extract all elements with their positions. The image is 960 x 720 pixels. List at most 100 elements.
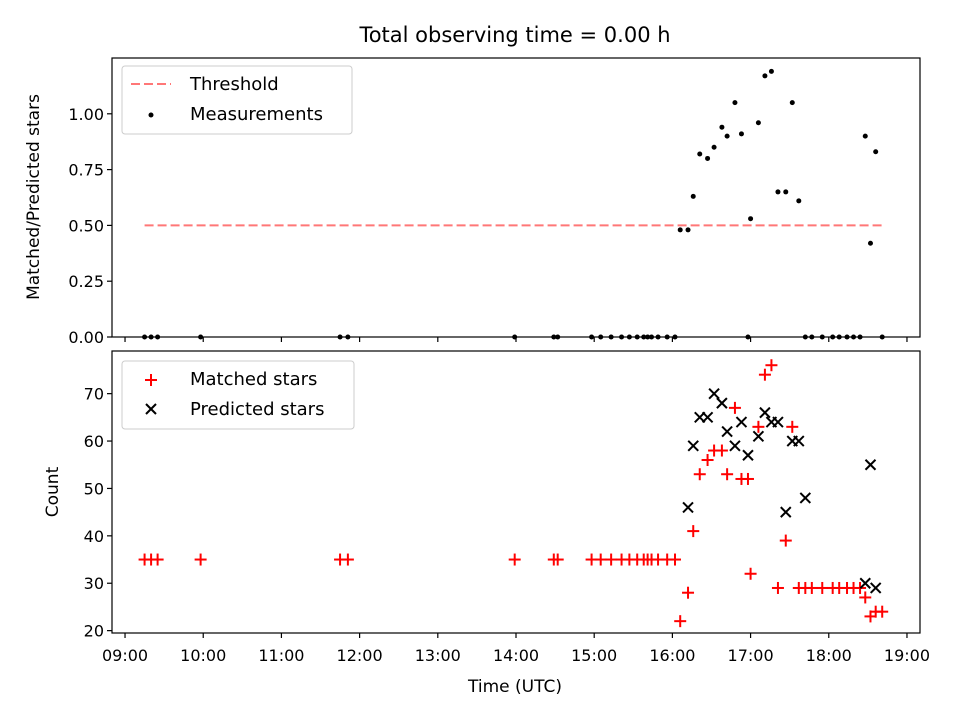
measurement-point bbox=[775, 189, 781, 195]
predicted-star-point bbox=[701, 411, 714, 424]
matched-star-point bbox=[682, 586, 695, 599]
measurement-point bbox=[705, 155, 711, 161]
y-tick-label: 60 bbox=[84, 432, 104, 451]
legend-measurements-label: Measurements bbox=[190, 104, 323, 125]
predicted-star-point bbox=[708, 387, 720, 400]
matched-star-point bbox=[765, 359, 778, 372]
legend-predicted-swatch bbox=[145, 403, 157, 415]
measurement-point bbox=[862, 133, 868, 139]
measurement-point bbox=[796, 198, 802, 204]
measurement-point bbox=[873, 149, 879, 155]
y-tick-label: 40 bbox=[84, 527, 104, 546]
measurement-point bbox=[677, 227, 683, 233]
measurement-point bbox=[711, 144, 717, 150]
top-y-axis-label: Matched/Predicted stars bbox=[24, 94, 44, 300]
predicted-star-point bbox=[687, 440, 699, 452]
matched-star-point bbox=[752, 420, 765, 433]
x-tick-label: 10:00 bbox=[180, 646, 226, 665]
y-tick-label: 30 bbox=[84, 574, 104, 593]
measurement-point bbox=[768, 68, 774, 74]
x-tick-label: 19:00 bbox=[884, 646, 930, 665]
y-tick-label: 70 bbox=[84, 385, 104, 404]
matched-star-point bbox=[151, 553, 164, 566]
matched-star-point bbox=[508, 553, 521, 566]
predicted-star-point bbox=[859, 577, 871, 589]
predicted-star-point bbox=[759, 406, 771, 419]
measurement-point bbox=[755, 120, 761, 126]
y-tick-label: 50 bbox=[84, 479, 104, 498]
matched-star-point bbox=[605, 553, 618, 566]
measurement-point bbox=[748, 216, 754, 222]
predicted-star-point bbox=[682, 501, 694, 514]
y-tick-label: 0.25 bbox=[68, 272, 104, 291]
predicted-star-point bbox=[735, 416, 748, 428]
matched-star-point bbox=[674, 615, 687, 628]
y-tick-label: 1.00 bbox=[68, 105, 104, 124]
x-tick-label: 16:00 bbox=[649, 646, 695, 665]
measurement-point bbox=[724, 133, 730, 139]
legend-matched-label: Matched stars bbox=[190, 369, 317, 390]
top-panel: 0.00 0.25 0.50 0.75 1.00 Matched/Predicted s… bbox=[24, 57, 921, 347]
matched-star-point bbox=[687, 525, 700, 538]
legend-matched-swatch bbox=[145, 374, 157, 386]
legend-threshold-label: Threshold bbox=[189, 74, 279, 95]
matched-star-point bbox=[744, 567, 757, 580]
x-axis-label: Time (UTC) bbox=[467, 677, 562, 697]
y-tick-label: 0.75 bbox=[68, 161, 104, 180]
matched-star-point bbox=[721, 468, 734, 481]
matched-star-point bbox=[805, 581, 818, 594]
measurement-point bbox=[738, 131, 744, 137]
x-tick-label: 11:00 bbox=[258, 646, 304, 665]
matched-star-point bbox=[876, 605, 889, 618]
x-tick-label: 12:00 bbox=[337, 646, 383, 665]
matched-star-point bbox=[701, 454, 714, 467]
bottom-y-axis-label: Count bbox=[43, 466, 63, 517]
predicted-star-point bbox=[716, 397, 728, 409]
predicted-star-point bbox=[772, 416, 784, 428]
matched-star-point bbox=[551, 553, 564, 566]
predicted-star-point bbox=[864, 459, 877, 471]
matched-star-point bbox=[859, 591, 872, 604]
predicted-star-point bbox=[729, 440, 741, 452]
matched-star-point bbox=[594, 553, 607, 566]
x-tick-label: 13:00 bbox=[415, 646, 461, 665]
measurement-point bbox=[762, 73, 768, 79]
predicted-star-point bbox=[742, 449, 754, 461]
chart-title: Total observing time = 0.00 h bbox=[358, 23, 670, 47]
matched-star-point bbox=[816, 581, 829, 594]
matched-star-point bbox=[341, 553, 354, 566]
matched-star-point bbox=[779, 534, 792, 547]
measurement-point bbox=[867, 240, 873, 246]
predicted-star-point bbox=[780, 506, 792, 518]
predicted-star-point bbox=[721, 425, 733, 438]
legend-measurements-swatch bbox=[148, 112, 154, 118]
x-tick-label: 09:00 bbox=[102, 646, 148, 665]
matched-star-point bbox=[715, 444, 728, 457]
matched-star-point bbox=[668, 553, 681, 566]
y-tick-label: 20 bbox=[84, 622, 104, 641]
bottom-panel: 20 30 40 50 60 70 09:00 10:00 11:00 12:00 13:00 14… bbox=[43, 350, 930, 697]
x-tick-label: 14:00 bbox=[493, 646, 539, 665]
measurement-point bbox=[732, 100, 738, 106]
x-tick-label: 15:00 bbox=[571, 646, 617, 665]
matched-star-point bbox=[771, 581, 784, 594]
predicted-star-point bbox=[752, 430, 765, 443]
matched-star-point bbox=[693, 468, 706, 481]
matched-star-point bbox=[728, 401, 741, 414]
y-tick-label: 0.00 bbox=[68, 328, 104, 347]
measurement-point bbox=[783, 189, 789, 195]
matched-star-point bbox=[194, 553, 207, 566]
y-tick-label: 0.50 bbox=[68, 216, 104, 235]
bottom-legend: Matched stars Predicted stars bbox=[121, 360, 355, 430]
predicted-star-point bbox=[799, 492, 812, 504]
measurement-point bbox=[697, 151, 703, 157]
measurement-point bbox=[685, 227, 691, 233]
measurement-point bbox=[690, 193, 696, 199]
matched-star-point bbox=[786, 420, 799, 433]
predicted-star-point bbox=[793, 435, 805, 447]
measurement-point bbox=[719, 124, 725, 130]
x-tick-label: 17:00 bbox=[728, 646, 774, 665]
x-tick-label: 18:00 bbox=[806, 646, 852, 665]
legend-predicted-label: Predicted stars bbox=[190, 399, 324, 420]
